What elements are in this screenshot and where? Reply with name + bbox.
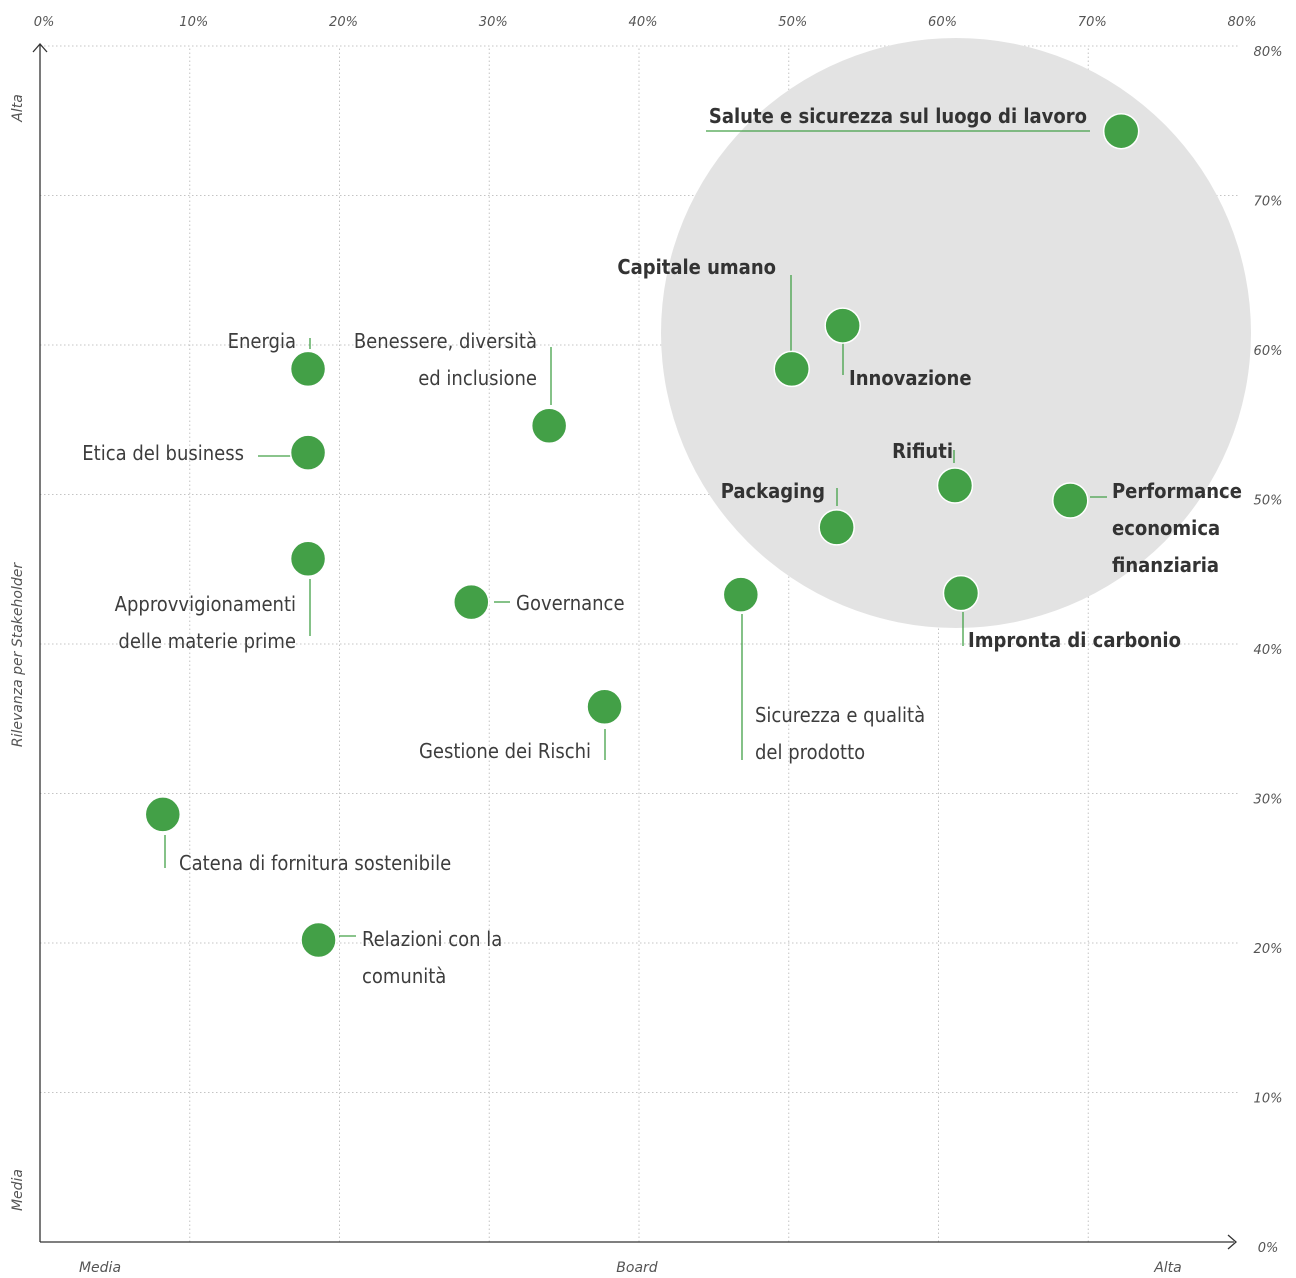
point-label-line: Approvvigionamenti (115, 592, 296, 616)
highlight-circle (661, 38, 1251, 628)
point-label-line: ed inclusione (418, 366, 537, 390)
x-tick-label: 40% (629, 15, 658, 30)
y-axis-arrow (32, 43, 48, 53)
data-point (144, 796, 182, 833)
point-label: Impronta di carbonio (968, 628, 1181, 652)
point-label-line: Energia (228, 329, 296, 353)
y-axis-title: Rilevanza per Stakeholder (10, 562, 26, 747)
point-label-line: economica (1112, 516, 1220, 540)
axis-words: Media Board Alta Media Rilevanza per Sta… (10, 94, 1182, 1276)
data-point (586, 688, 623, 726)
point-label-line: Relazioni con la (362, 927, 502, 951)
data-point (942, 574, 980, 612)
point-label: Packaging (721, 479, 825, 503)
y-tick-label: 0% (1258, 1241, 1279, 1256)
y-axis-high: Alta (10, 94, 26, 123)
point-labels: Salute e sicurezza sul luogo di lavoro Ca… (82, 104, 1242, 988)
point-label-line: comunità (362, 964, 446, 988)
y-tick-label: 50% (1254, 494, 1283, 509)
highlight-area (661, 38, 1251, 628)
x-axis-arrow (1227, 1234, 1237, 1250)
y-tick-label: 30% (1254, 793, 1283, 808)
point-label-line: Sicurezza e qualità (755, 703, 925, 727)
data-point (773, 350, 810, 388)
y-tick-label: 60% (1254, 344, 1283, 359)
point-label-line: Capitale umano (617, 255, 776, 279)
x-tick-label: 20% (329, 15, 358, 30)
point-label: Gestione dei Rischi (419, 739, 591, 763)
data-point (936, 467, 974, 504)
point-label-line: Rifiuti (892, 439, 953, 463)
point-label-line: Benessere, diversità (354, 329, 537, 353)
point-label-line: Salute e sicurezza sul luogo di lavoro (709, 104, 1087, 128)
x-axis-low: Media (79, 1260, 121, 1276)
data-point (722, 576, 760, 613)
x-tick-label: 30% (479, 15, 508, 30)
point-label-line: delle materie prime (118, 629, 296, 653)
point-label: Benessere, diversità ed inclusione (354, 329, 537, 390)
y-axis-low: Media (10, 1169, 26, 1211)
data-point (289, 434, 327, 471)
point-label: Etica del business (82, 441, 244, 465)
tick-labels: 0% 10% 20% 30% 40% 50% 60% 70% 80% 0% 10% 20% 30% 40%… (34, 15, 1283, 1256)
data-point (1052, 482, 1089, 519)
point-label-line: Impronta di carbonio (968, 628, 1181, 652)
x-tick-label: 10% (179, 15, 208, 30)
y-tick-label: 10% (1254, 1092, 1283, 1107)
point-label: Catena di fornitura sostenibile (179, 851, 451, 875)
point-label: Relazioni con la comunità (362, 927, 502, 988)
data-point (289, 350, 327, 388)
point-label: Innovazione (849, 366, 972, 390)
point-label: Energia (228, 329, 296, 353)
x-axis-high: Alta (1153, 1260, 1182, 1276)
point-label-line: Performance (1112, 479, 1242, 503)
point-label-line: finanziaria (1112, 553, 1219, 577)
x-tick-label: 50% (778, 15, 807, 30)
data-point (530, 407, 568, 444)
data-point (300, 921, 337, 959)
point-label: Salute e sicurezza sul luogo di lavoro (709, 104, 1087, 128)
y-tick-label: 40% (1254, 643, 1283, 658)
x-tick-label: 80% (1228, 15, 1257, 30)
point-label-line: Etica del business (82, 441, 244, 465)
data-point (824, 307, 861, 344)
x-tick-label: 60% (928, 15, 957, 30)
point-label-line: Packaging (721, 479, 825, 503)
y-tick-label: 70% (1254, 195, 1283, 210)
x-tick-label: 70% (1078, 15, 1107, 30)
point-label: Sicurezza e qualità del prodotto (755, 703, 925, 764)
y-tick-label: 20% (1254, 942, 1283, 957)
point-label-line: Innovazione (849, 366, 972, 390)
point-label: Governance (516, 591, 625, 615)
point-label: Approvvigionamenti delle materie prime (115, 592, 296, 653)
point-label-line: del prodotto (755, 740, 865, 764)
point-label-line: Catena di fornitura sostenibile (179, 851, 451, 875)
data-points (144, 112, 1140, 959)
x-axis-mid: Board (616, 1260, 658, 1276)
point-label: Rifiuti (892, 439, 953, 463)
leader-lines (164, 130, 1107, 937)
point-label-line: Gestione dei Rischi (419, 739, 591, 763)
point-label: Capitale umano (617, 255, 776, 279)
point-label-line: Governance (516, 591, 625, 615)
x-tick-label: 0% (34, 15, 55, 30)
data-point (289, 540, 327, 578)
point-label: Performance economica finanziaria (1112, 479, 1242, 577)
data-point (818, 509, 855, 546)
y-tick-label: 80% (1254, 45, 1283, 60)
data-point (453, 583, 490, 621)
axes (32, 43, 1237, 1250)
data-point (1102, 112, 1140, 150)
